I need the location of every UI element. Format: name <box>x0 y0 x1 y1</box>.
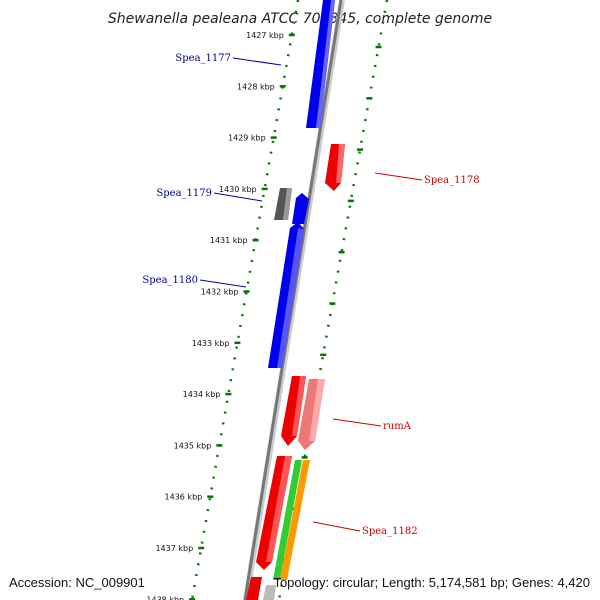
label-spea-1179[interactable]: Spea_1179 <box>156 188 212 199</box>
gene-green-feature[interactable] <box>273 460 302 580</box>
scale-tick-label: 1430 kbp <box>219 185 257 194</box>
scale-ticks: 1427 kbp 1428 kbp 1429 kbp 1430 kbp 1431 kbp… <box>146 31 382 600</box>
scale-tick-label: 1437 kbp <box>155 544 193 553</box>
scale-tick-label: 1436 kbp <box>165 493 203 502</box>
gene-spea-1180-shine <box>277 228 304 368</box>
gene-orange-feature[interactable] <box>280 460 310 580</box>
scale-tick-label: 1431 kbp <box>210 236 248 245</box>
scale-tick-label: 1428 kbp <box>237 82 275 91</box>
leader-spea-1179 <box>213 192 263 202</box>
gene-spea-1179[interactable] <box>292 193 309 224</box>
label-spea-1182[interactable]: Spea_1182 <box>362 526 418 537</box>
label-rumA[interactable]: rumA <box>383 421 412 432</box>
scale-tick-label: 1438 kbp <box>146 595 184 600</box>
label-spea-1180[interactable]: Spea_1180 <box>142 275 198 286</box>
gene-bottom-grey[interactable] <box>263 585 276 600</box>
scale-tick-label: 1432 kbp <box>201 288 239 297</box>
leader-spea-1180 <box>199 279 247 288</box>
gene-pseudo-grey-shine <box>283 188 292 220</box>
leader-rumA <box>332 418 382 427</box>
genome-backbone-line <box>243 0 343 600</box>
label-spea-1177[interactable]: Spea_1177 <box>175 53 231 64</box>
gene-spea-1182-shine <box>266 456 292 562</box>
leader-spea-1177 <box>232 57 282 66</box>
outer-track-left <box>190 0 300 600</box>
scale-tick-label: 1434 kbp <box>183 390 221 399</box>
map-title: Shewanella pealeana ATCC 700345, complet… <box>108 11 492 27</box>
scale-tick-label: 1429 kbp <box>228 134 266 143</box>
accession-text: Accession: NC_009901 <box>9 575 145 590</box>
gene-features <box>246 0 345 600</box>
gene-label-layer: Spea_1177 Spea_1178 Spea_1179 Spea_1180 … <box>142 53 479 537</box>
scale-tick-label: 1435 kbp <box>174 441 212 450</box>
gene-left-red-shine <box>292 376 306 436</box>
gene-spea-1177-shine <box>316 0 335 128</box>
label-spea-1178[interactable]: Spea_1178 <box>424 175 480 186</box>
scale-tick-label: 1427 kbp <box>246 31 284 40</box>
gene-bottom-red[interactable] <box>246 577 262 600</box>
gene-rumA-shine <box>309 379 325 441</box>
gene-spea-1178-shine <box>336 144 345 183</box>
leader-spea-1182 <box>312 521 361 532</box>
scale-tick-label: 1433 kbp <box>192 339 230 348</box>
leader-spea-1178 <box>374 172 423 181</box>
topology-text: Topology: circular; Length: 5,174,581 bp… <box>273 575 590 590</box>
